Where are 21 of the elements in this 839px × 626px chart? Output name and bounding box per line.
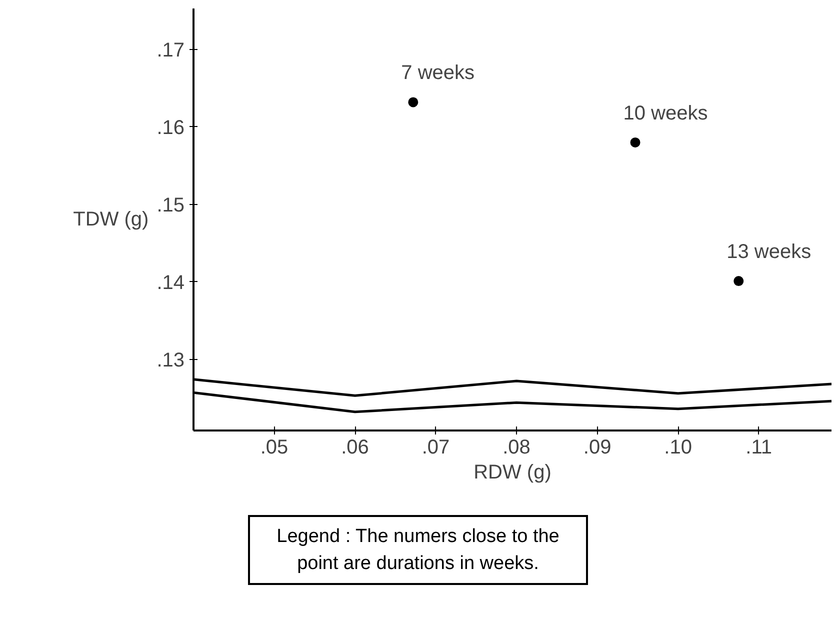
y-tick-label: .17 xyxy=(156,40,185,62)
annotation: 10 weeks xyxy=(623,102,708,124)
x-tick-label: .09 xyxy=(583,436,612,458)
y-axis-title: TDW (g) xyxy=(73,208,149,230)
point xyxy=(734,276,744,286)
x-tick-label: .07 xyxy=(422,436,450,458)
x-tick-label: .06 xyxy=(341,436,369,458)
y-tick-label: .16 xyxy=(156,116,185,139)
x-tick-label: .08 xyxy=(502,436,530,458)
text: Legend : The numers close to the point are durations in weeks. xyxy=(276,525,560,576)
y-tick-label: .13 xyxy=(156,349,185,372)
x-tick-label: .05 xyxy=(260,436,288,458)
y-tick-label: .14 xyxy=(156,272,185,294)
point xyxy=(408,97,418,108)
annotation: 13 weeks xyxy=(726,241,812,264)
annotation: 7 weeks xyxy=(401,62,475,84)
x-tick-label: .11 xyxy=(746,436,772,458)
y-tick-label: .15 xyxy=(156,194,185,216)
x-tick-label: .10 xyxy=(664,436,692,458)
point xyxy=(630,137,640,148)
x-axis-title: RDW (g) xyxy=(474,462,552,484)
